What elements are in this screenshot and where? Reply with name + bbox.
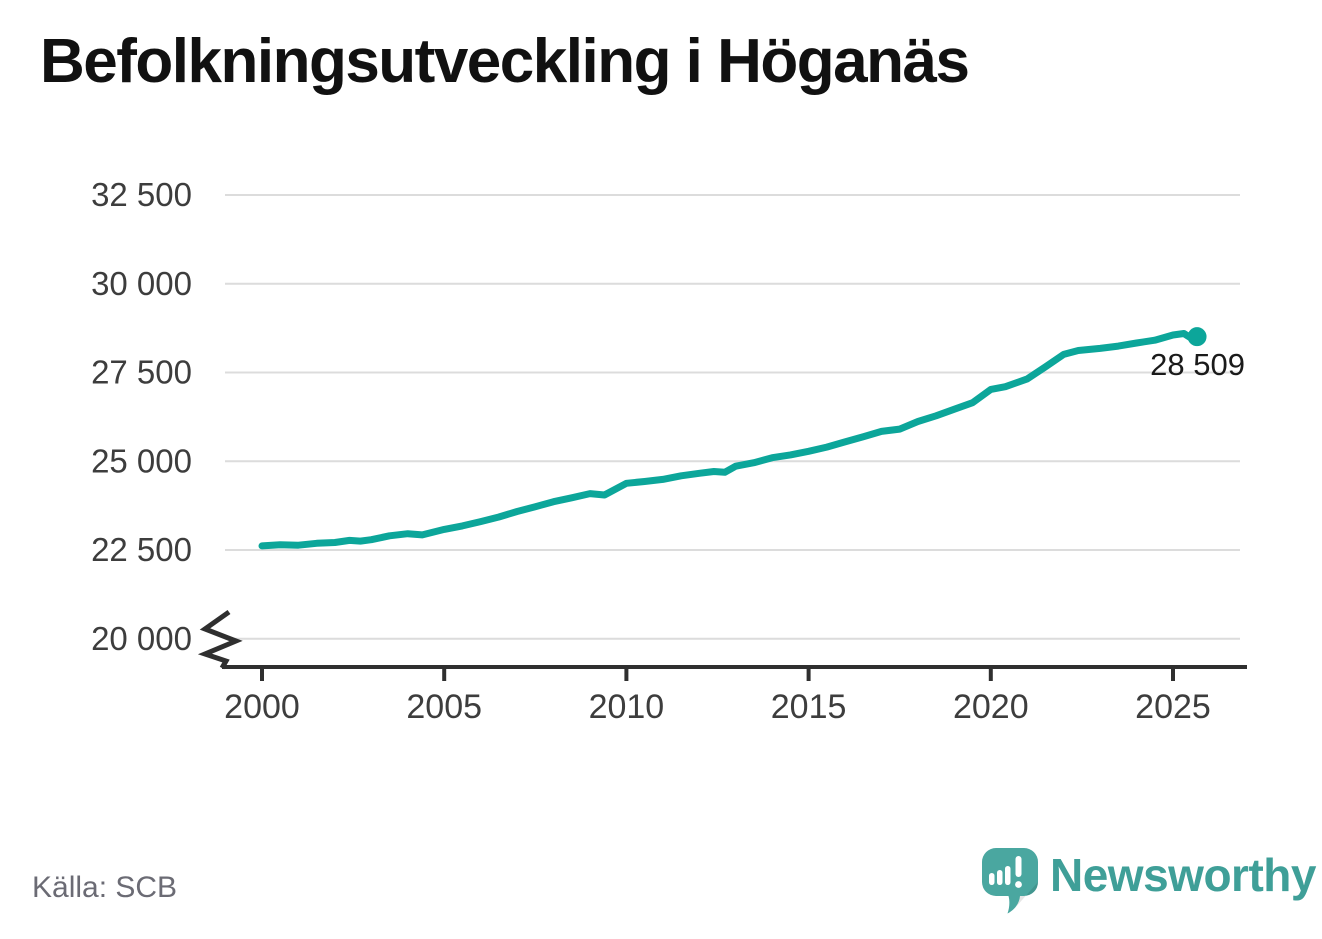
source-label: Källa: SCB [32, 871, 178, 904]
page-title: Befolkningsutveckling i Höganäs [40, 27, 970, 96]
y-tick-label: 25 000 [91, 442, 192, 479]
newsworthy-logo-icon [982, 848, 1038, 914]
y-tick-label: 32 500 [91, 176, 192, 213]
latest-value-label: 28 509 [1150, 347, 1245, 382]
axis-break-icon [197, 609, 243, 670]
population-line [258, 330, 1201, 550]
logo-exclamation-dot [1015, 881, 1022, 888]
y-tick-label: 27 500 [91, 354, 192, 391]
x-tick-label: 2000 [224, 688, 300, 726]
y-tick-label: 30 000 [91, 265, 192, 302]
logo-bar-1 [989, 873, 995, 885]
newsworthy-brand: Newsworthy [982, 846, 1316, 926]
x-tick-label: 2020 [953, 688, 1029, 726]
x-tick-label: 2010 [589, 688, 665, 726]
x-tick-label: 2015 [771, 688, 847, 726]
y-tick-label: 20 000 [91, 620, 192, 657]
x-tick-label: 2005 [406, 688, 482, 726]
logo-exclamation-bar [1015, 856, 1022, 877]
logo-bubble-fold [1015, 868, 1038, 908]
latest-point-dot [1187, 327, 1207, 347]
logo-bar-3 [1005, 866, 1011, 885]
x-tick-label: 2025 [1135, 688, 1211, 726]
y-tick-label: 22 500 [91, 531, 192, 568]
brand-wordmark: Newsworthy [1050, 849, 1316, 901]
logo-bar-2 [997, 870, 1003, 885]
